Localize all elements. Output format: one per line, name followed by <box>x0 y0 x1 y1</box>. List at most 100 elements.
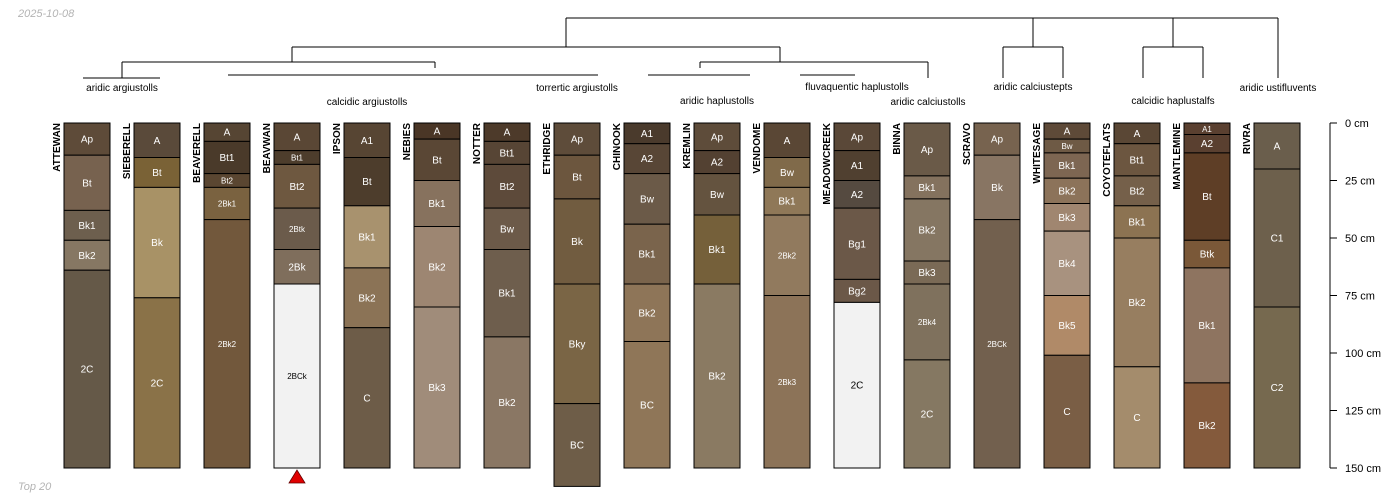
horizon-label: 2Bk1 <box>218 200 237 209</box>
profile-whitesage: WHITESAGE A Bw Bk1 Bk2 Bk3 Bk4 Bk5 C <box>1032 122 1091 469</box>
horizon-block <box>343 267 391 329</box>
horizon-label: Bky <box>569 339 586 350</box>
horizon-block <box>273 249 321 285</box>
horizon-block <box>623 223 671 285</box>
horizon-block <box>1183 382 1231 469</box>
horizon-block <box>483 207 531 251</box>
horizon-block <box>623 341 671 469</box>
horizon-block <box>133 297 181 469</box>
profile-name: MANTLEMINE <box>1172 123 1183 190</box>
horizon-label: A2 <box>641 154 654 165</box>
profile-name: RIVRA <box>1242 123 1253 154</box>
horizon-label: A <box>1134 129 1141 140</box>
depth-tick-label: 0 cm <box>1345 118 1369 130</box>
horizon-label: 2Bk <box>288 262 306 273</box>
horizon-block <box>903 122 951 177</box>
horizon-block <box>1113 143 1161 177</box>
horizon-block <box>1113 175 1161 207</box>
horizon-block <box>1043 203 1091 232</box>
horizon-block <box>553 198 601 285</box>
horizon-label: Bk2 <box>78 251 96 262</box>
horizon-label: Bk1 <box>638 250 656 261</box>
horizon-label: Bk1 <box>918 183 936 194</box>
horizon-block <box>1043 152 1091 179</box>
horizon-label: A <box>154 136 161 147</box>
horizon-label: Bt <box>432 155 442 166</box>
truncation-marker-icon <box>288 469 306 484</box>
horizon-label: Bk3 <box>1058 213 1076 224</box>
horizon-block <box>203 186 251 221</box>
horizon-block <box>693 283 741 469</box>
horizon-label: Bt2 <box>289 182 304 193</box>
horizon-block <box>903 283 951 361</box>
profile-ipson: IPSON A1 Bt Bk1 Bk2 C <box>332 122 391 469</box>
horizon-block <box>343 122 391 158</box>
horizon-label: 2BCk <box>987 340 1008 349</box>
horizon-label: A <box>504 128 511 139</box>
horizon-block <box>623 283 671 342</box>
horizon-block <box>203 140 251 175</box>
horizon-label: Bt1 <box>499 148 514 159</box>
horizon-block <box>273 122 321 152</box>
horizon-block <box>413 180 461 227</box>
horizon-label: Bk1 <box>1058 161 1076 172</box>
horizon-block <box>623 173 671 225</box>
horizon-block <box>63 154 111 211</box>
horizon-block <box>483 336 531 469</box>
horizon-block <box>973 154 1021 221</box>
horizon-label: A2 <box>1201 139 1214 150</box>
depth-tick-label: 100 cm <box>1345 348 1381 360</box>
horizon-label: Bw <box>710 190 725 201</box>
horizon-block <box>553 154 601 200</box>
horizon-label: Bk2 <box>708 372 726 383</box>
horizon-label: BC <box>640 400 654 411</box>
profile-nebies: NEBIES A Bt Bk1 Bk2 Bk3 <box>402 122 461 469</box>
horizon-block <box>1043 295 1091 356</box>
horizon-label: C2 <box>1271 383 1284 394</box>
horizon-label: Bt2 <box>499 182 514 193</box>
profile-name: BEAVWAN <box>262 123 273 173</box>
horizon-label: Ap <box>921 145 934 156</box>
horizon-label: 2Bk3 <box>778 378 797 387</box>
profile-vendome: VENDOME A Bw Bk1 2Bk2 2Bk3 <box>752 122 811 469</box>
group-label: calcidic argiustolls <box>327 97 408 108</box>
footer-label: Top 20 <box>18 481 52 493</box>
horizon-label: Bk1 <box>708 245 726 256</box>
horizon-label: Bk1 <box>1128 217 1146 228</box>
horizon-label: 2Bk2 <box>218 340 237 349</box>
profile-name: KREMLIN <box>682 123 693 169</box>
profile-name: COYOTEFLATS <box>1102 123 1113 197</box>
horizon-block <box>553 122 601 156</box>
horizon-label: Bg1 <box>848 239 866 250</box>
horizon-block <box>763 186 811 216</box>
horizon-label: Bw <box>500 224 515 235</box>
horizon-block <box>833 301 881 469</box>
horizon-label: Bk2 <box>918 225 936 236</box>
horizon-label: Bk2 <box>1058 186 1076 197</box>
profile-ethridge: ETHRIDGE Ap Bt Bk Bky BC <box>542 122 601 487</box>
profile-name: ETHRIDGE <box>542 123 553 175</box>
profile-name: WHITESAGE <box>1032 123 1043 184</box>
depth-tick-label: 50 cm <box>1345 233 1375 245</box>
horizon-label: 2C <box>151 378 164 389</box>
profile-beaverell: BEAVERELL A Bt1 Bt2 2Bk1 2Bk2 <box>192 122 251 469</box>
horizon-label: 2C <box>81 365 94 376</box>
horizon-label: Bt2 <box>1129 186 1144 197</box>
profile-name: NOTTER <box>472 122 483 164</box>
group-label: calcidic haplustalfs <box>1131 96 1214 107</box>
horizon-block <box>973 122 1021 156</box>
horizon-label: 2Bk4 <box>918 318 937 327</box>
group-label: fluvaquentic haplustolls <box>805 82 908 93</box>
horizon-block <box>553 283 601 405</box>
horizon-label: Ap <box>851 132 864 143</box>
horizon-label: A1 <box>851 161 864 172</box>
horizon-label: Bk2 <box>358 293 376 304</box>
group-label: aridic haplustolls <box>680 96 754 107</box>
depth-tick-label: 25 cm <box>1345 176 1375 188</box>
horizon-block <box>693 214 741 285</box>
horizon-block <box>413 138 461 182</box>
horizon-label: Bw <box>1061 142 1072 151</box>
horizon-label: 2Bk2 <box>778 251 797 260</box>
depth-tick-label: 150 cm <box>1345 463 1381 475</box>
